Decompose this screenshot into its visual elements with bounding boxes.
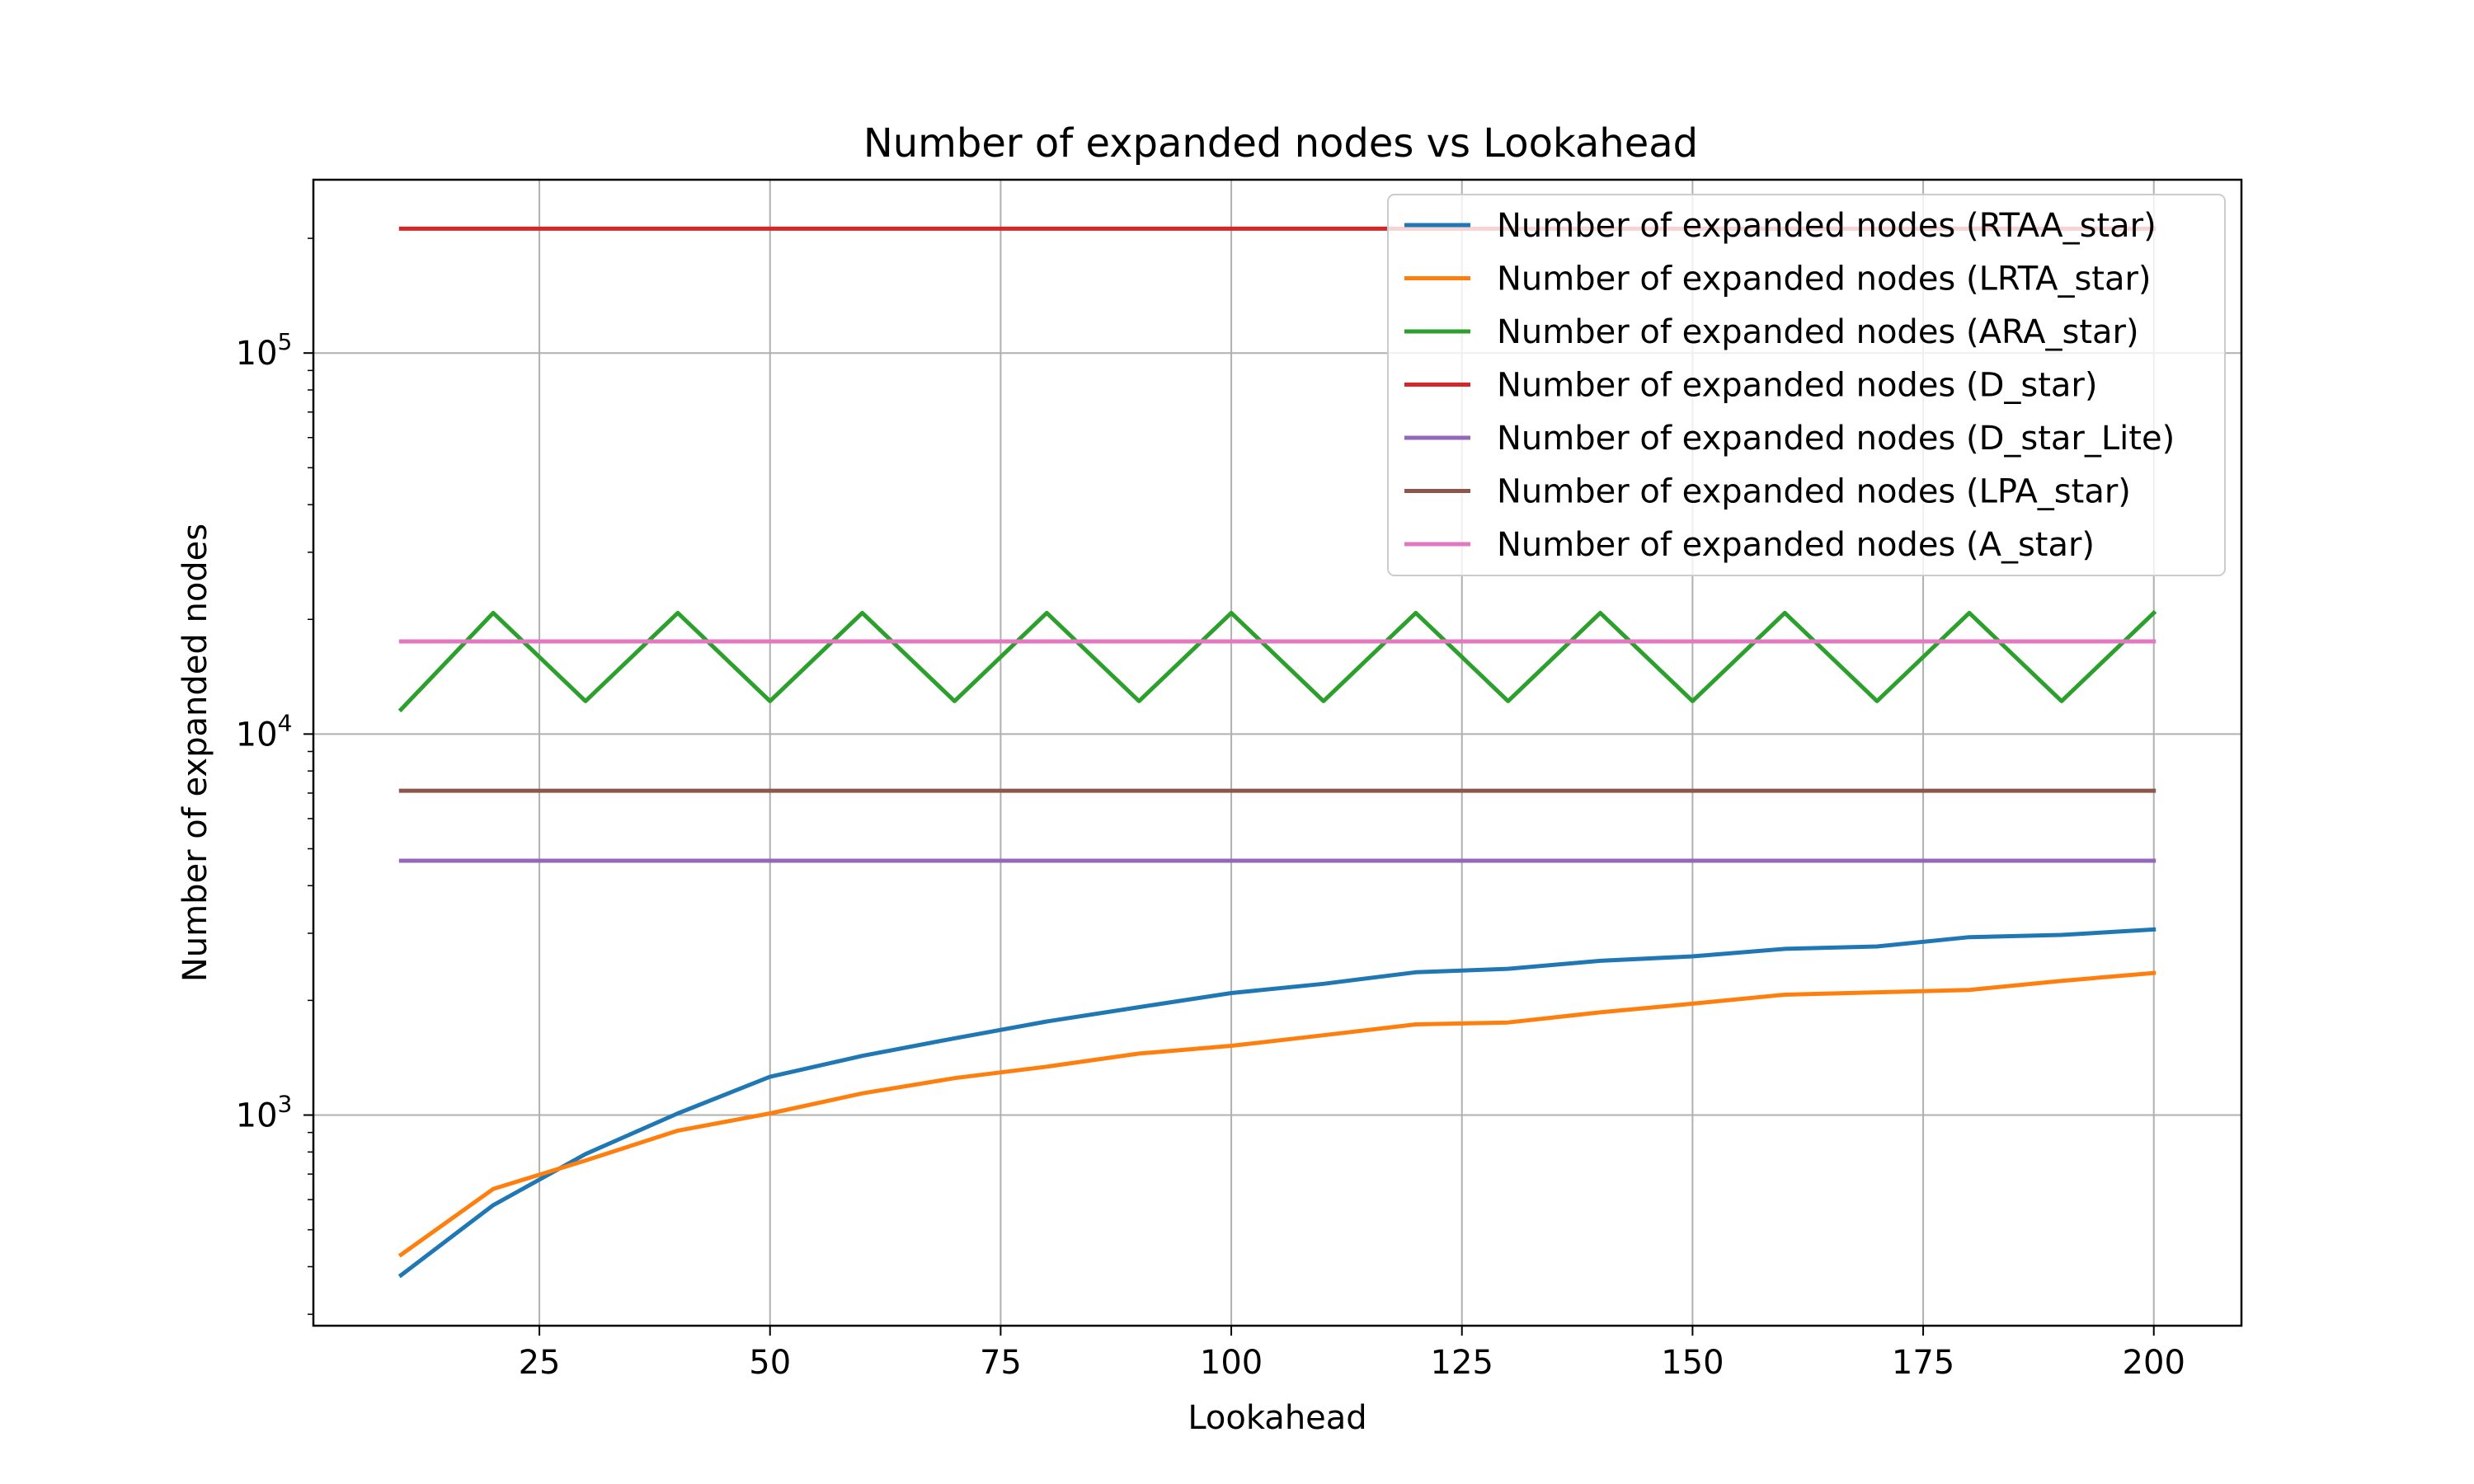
series-line: [397, 970, 2157, 1258]
legend-label: Number of expanded nodes (ARA_star): [1497, 313, 2139, 351]
legend-box: [1387, 194, 2226, 576]
x-tick-label: 75: [980, 1344, 1022, 1382]
legend-label: Number of expanded nodes (LRTA_star): [1497, 261, 2152, 298]
y-tick-exponent: 3: [278, 1091, 293, 1118]
series-lines: [397, 226, 2157, 1279]
chart-title: Number of expanded nodes vs Lookahead: [863, 120, 1698, 167]
x-tick-label: 50: [749, 1344, 791, 1382]
x-tick-label: 150: [1661, 1344, 1724, 1382]
plot-frame: [312, 178, 2243, 1327]
legend-label: Number of expanded nodes (LPA_star): [1497, 473, 2131, 511]
y-tick-base: 10: [236, 335, 278, 373]
x-tick-label: 100: [1200, 1344, 1263, 1382]
series-line: [397, 927, 2157, 1279]
x-tick-label: 25: [519, 1344, 561, 1382]
legend: Number of expanded nodes (RTAA_star) Numb…: [1387, 194, 2226, 576]
x-axis-ticks: 25 50 75 100 125 150 175 200: [519, 1326, 2185, 1382]
legend-label: Number of expanded nodes (D_star): [1497, 367, 2097, 405]
y-axis-label: Number of expanded nodes: [176, 524, 214, 982]
x-axis-label: Lookahead: [1188, 1399, 1366, 1437]
x-tick-label: 175: [1892, 1344, 1954, 1382]
y-tick-base: 10: [236, 716, 278, 754]
legend-label: Number of expanded nodes (D_star_Lite): [1497, 420, 2175, 458]
y-tick-exponent: 4: [278, 709, 293, 736]
y-tick-label: 104: [236, 709, 293, 754]
legend-label: Number of expanded nodes (A_star): [1497, 526, 2095, 564]
y-tick-label: 103: [236, 1091, 293, 1135]
series-line: [397, 609, 2157, 713]
y-tick-label: 105: [236, 328, 293, 373]
legend-label: Number of expanded nodes (RTAA_star): [1497, 207, 2157, 245]
x-tick-label: 200: [2123, 1344, 2185, 1382]
x-tick-label: 125: [1431, 1344, 1493, 1382]
y-tick-exponent: 5: [278, 328, 293, 355]
legend-items: Number of expanded nodes (RTAA_star) Numb…: [1404, 207, 2175, 564]
y-tick-base: 10: [236, 1097, 278, 1135]
